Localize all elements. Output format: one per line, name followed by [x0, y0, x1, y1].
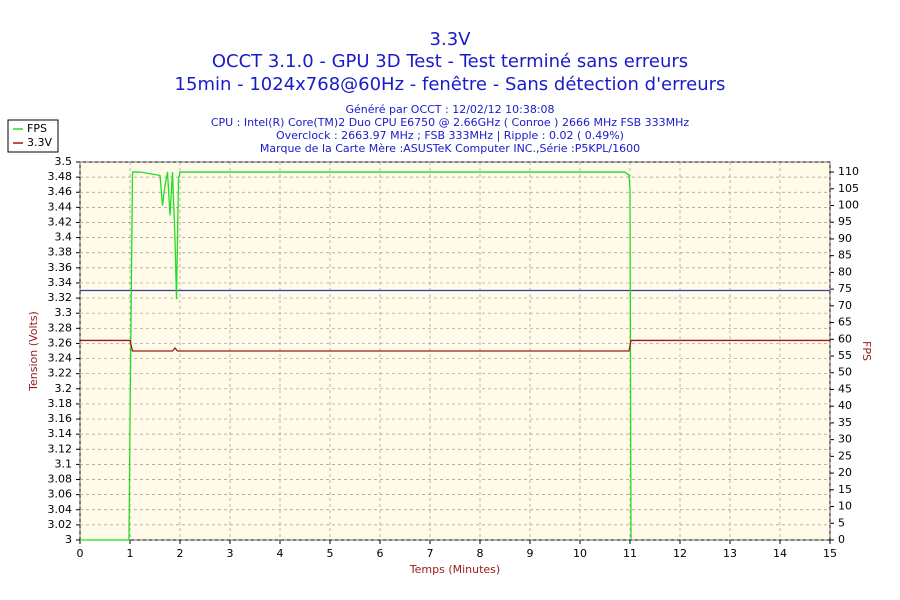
y-tick-label: 3.34	[48, 276, 73, 289]
y-tick-label: 3.42	[48, 215, 73, 228]
info-line: Overclock : 2663.97 MHz ; FSB 333MHz | R…	[276, 129, 624, 142]
x-tick-label: 5	[327, 547, 334, 560]
y2-tick-label: 0	[838, 533, 845, 546]
y2-tick-label: 5	[838, 516, 845, 529]
y2-tick-label: 110	[838, 165, 859, 178]
y-tick-label: 3	[65, 533, 72, 546]
y-tick-label: 3.24	[48, 352, 73, 365]
y2-tick-label: 10	[838, 500, 852, 513]
y2-tick-label: 55	[838, 349, 852, 362]
y-tick-label: 3.44	[48, 200, 73, 213]
x-tick-label: 6	[377, 547, 384, 560]
y-tick-label: 3.32	[48, 291, 73, 304]
y-tick-label: 3.02	[48, 518, 73, 531]
y2-tick-label: 95	[838, 215, 852, 228]
y-tick-label: 3.46	[48, 185, 73, 198]
x-tick-label: 8	[477, 547, 484, 560]
y-axis-label: Tension (Volts)	[27, 311, 40, 392]
y-tick-label: 3.18	[48, 397, 73, 410]
y-tick-label: 3.04	[48, 503, 73, 516]
y2-tick-label: 90	[838, 232, 852, 245]
x-tick-label: 7	[427, 547, 434, 560]
x-tick-label: 1	[127, 547, 134, 560]
x-tick-label: 0	[77, 547, 84, 560]
x-tick-label: 10	[573, 547, 587, 560]
y-tick-label: 3.36	[48, 261, 73, 274]
x-tick-label: 12	[673, 547, 687, 560]
x-tick-label: 4	[277, 547, 284, 560]
y2-axis-label: FPS	[860, 341, 873, 361]
y2-tick-label: 35	[838, 416, 852, 429]
data-line	[80, 171, 632, 541]
legend-label: 3.3V	[27, 136, 52, 149]
legend-label: FPS	[27, 122, 47, 135]
data-line	[80, 339, 830, 352]
y-tick-label: 3.1	[55, 457, 73, 470]
y-tick-label: 3.22	[48, 367, 73, 380]
y2-tick-label: 85	[838, 249, 852, 262]
y-tick-label: 3.38	[48, 246, 73, 259]
y-tick-label: 3.48	[48, 170, 73, 183]
x-tick-label: 13	[723, 547, 737, 560]
y2-tick-label: 80	[838, 265, 852, 278]
y-tick-label: 3.08	[48, 473, 73, 486]
chart-subtitle: OCCT 3.1.0 - GPU 3D Test - Test terminé …	[212, 51, 688, 72]
y-tick-label: 3.3	[55, 306, 73, 319]
info-line: Généré par OCCT : 12/02/12 10:38:08	[345, 103, 554, 116]
chart-subtitle: 15min - 1024x768@60Hz - fenêtre - Sans d…	[175, 74, 726, 95]
y2-tick-label: 105	[838, 182, 859, 195]
y-tick-label: 3.14	[48, 427, 73, 440]
y-tick-label: 3.5	[55, 155, 73, 168]
y2-tick-label: 65	[838, 316, 852, 329]
y2-tick-label: 75	[838, 282, 852, 295]
y2-tick-label: 45	[838, 382, 852, 395]
info-line: Marque de la Carte Mère :ASUSTeK Compute…	[260, 142, 640, 155]
x-tick-label: 11	[623, 547, 637, 560]
y-tick-label: 3.2	[55, 382, 73, 395]
y2-tick-label: 25	[838, 449, 852, 462]
y-tick-label: 3.4	[55, 231, 73, 244]
y2-tick-label: 20	[838, 466, 852, 479]
y2-tick-label: 40	[838, 399, 852, 412]
y2-tick-label: 30	[838, 433, 852, 446]
info-line: CPU : Intel(R) Core(TM)2 Duo CPU E6750 @…	[211, 116, 690, 129]
y-tick-label: 3.06	[48, 488, 73, 501]
y2-tick-label: 15	[838, 483, 852, 496]
x-tick-label: 3	[227, 547, 234, 560]
x-tick-label: 15	[823, 547, 837, 560]
legend-box	[7, 119, 59, 153]
chart-title: 3.3V	[430, 29, 472, 50]
y2-tick-label: 70	[838, 299, 852, 312]
x-tick-label: 2	[177, 547, 184, 560]
y2-tick-label: 100	[838, 198, 859, 211]
y2-tick-label: 50	[838, 366, 852, 379]
y-tick-label: 3.16	[48, 412, 73, 425]
x-tick-label: 14	[773, 547, 787, 560]
x-tick-label: 9	[527, 547, 534, 560]
y-tick-label: 3.26	[48, 336, 73, 349]
y-tick-label: 3.12	[48, 442, 73, 455]
y2-tick-label: 60	[838, 332, 852, 345]
x-axis-label: Temps (Minutes)	[409, 563, 500, 576]
y-tick-label: 3.28	[48, 321, 73, 334]
